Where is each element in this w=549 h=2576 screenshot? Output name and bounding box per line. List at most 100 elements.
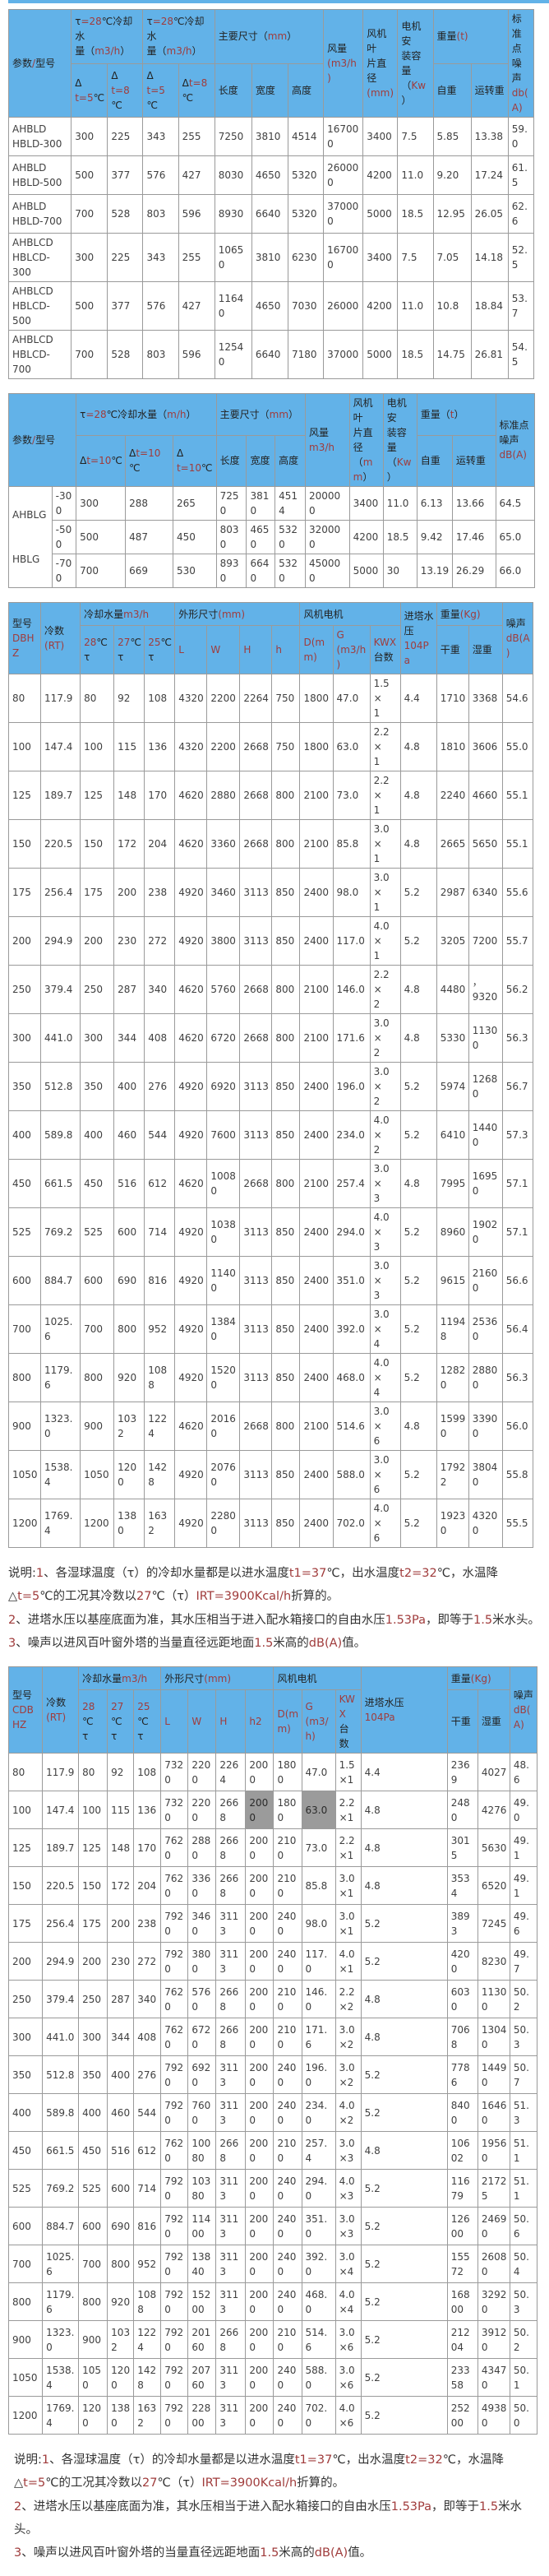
table-cell: 3113 (239, 1450, 273, 1499)
table-cell: 3460 (206, 868, 241, 917)
table-cell: 1323.0 (42, 2320, 80, 2360)
table-cell: 55.8 (501, 1450, 534, 1499)
table-cell: 2668 (215, 1866, 247, 1906)
table-cell: 11.0 (397, 155, 434, 195)
table-row: 300 441.0 300 344 408 7620 6720 2668 2000 2100 171… (7, 2018, 538, 2057)
table-cell: 3460 (187, 1904, 217, 1944)
table-cell: 408 (133, 2018, 162, 2057)
table-cell: 803 (142, 194, 179, 234)
table-cell: 1179.6 (42, 2282, 80, 2322)
table-cell: 700 (7, 1304, 42, 1354)
table-cell: 8030 (215, 520, 247, 554)
table-cell: 2000 (245, 1904, 274, 1944)
table-cell: 344 (107, 2018, 135, 2057)
table-cell: 7920 (160, 2093, 189, 2133)
table-cell: 2880 (206, 771, 241, 820)
table-cell: 2000 (245, 2131, 274, 2171)
table-cell: 4.4 (360, 1753, 448, 1792)
table-cell: 4920 (174, 868, 208, 917)
table-cell: 1632 (133, 2396, 162, 2435)
table-cell: 300 (7, 2018, 44, 2057)
table-cell: 5.85 (432, 117, 472, 156)
table-cell: 53.7 (507, 281, 535, 331)
table-cell: 92 (113, 674, 145, 723)
table-cell: 700 (71, 194, 108, 234)
table-cell: 220.5 (42, 1866, 80, 1906)
table-cell: 512.8 (42, 2055, 80, 2095)
table-cell: 3360 (187, 1866, 217, 1906)
column-header: 参数/型号 (7, 9, 72, 118)
table-cell: 714 (144, 1207, 176, 1257)
table-cell: 600 (113, 1207, 145, 1257)
table-cell: 56.4 (501, 1304, 534, 1354)
table-cell: 4920 (174, 1110, 208, 1160)
table-cell: 2100 (273, 2320, 302, 2360)
table-cell: 148 (113, 771, 145, 820)
table-cell: 19560 (477, 2131, 510, 2171)
column-subheader: 高度 (274, 434, 306, 488)
table-cell: 1224 (144, 1402, 176, 1451)
table-cell: 1200 (113, 1450, 145, 1499)
table-cell: 900 (7, 1402, 42, 1451)
table-cell: 2200 (206, 722, 241, 771)
column-subheader: Δ t=10℃ (172, 434, 217, 488)
table-cell: 2000 (245, 2320, 274, 2360)
table-cell: 850 (271, 1110, 301, 1160)
table-cell: 57.3 (501, 1110, 534, 1160)
table-cell: 5.2 (360, 2093, 448, 2133)
table-cell: 4.8 (360, 1980, 448, 2019)
table-cell: 200 (80, 916, 115, 966)
table-cell: 427 (178, 155, 215, 195)
table-cell: 4920 (174, 1499, 208, 1548)
table-cell: 6640 (246, 554, 276, 588)
table-cell: 4.8 (399, 1013, 437, 1063)
table-cell: 23358 (446, 2358, 478, 2398)
table-cell: 7920 (160, 2396, 189, 2435)
table-cell: 189.7 (40, 771, 81, 820)
table-cell: 514.6 (332, 1402, 371, 1451)
table-cell: 50.6 (509, 2207, 538, 2246)
table-cell: 14.18 (470, 233, 509, 282)
table-cell: 300 (71, 233, 108, 282)
table-cell: 117.9 (40, 674, 81, 723)
table-cell: 25360 (468, 1304, 503, 1354)
column-header: 冷数 (RT) (42, 1666, 80, 1754)
model-series-cell: AHBLG HBLG (8, 486, 53, 588)
table-cell: 800 (78, 2282, 108, 2322)
table-cell: 2668 (239, 819, 273, 869)
table-cell: 117.0 (301, 1942, 336, 1981)
table-cell: 8930 (215, 554, 247, 588)
table-cell: 525 (7, 2169, 44, 2208)
table-cell: 4620 (174, 965, 208, 1014)
table-cell: 2200 (187, 1753, 217, 1792)
table-cell: 12540 (214, 330, 252, 379)
table-cell: 920 (107, 2282, 135, 2322)
table-cell: 147.4 (40, 722, 81, 771)
table-cell: 3.0× 4 (369, 1304, 401, 1354)
table-cell: 350 (7, 1062, 42, 1111)
table-cell: 146.0 (301, 1980, 336, 2019)
table-cell: 255 (178, 233, 215, 282)
table-cell: 175 (7, 1904, 44, 1944)
table-row: 800 1179.6 800 920 1088 4920 15200 3113 850 2400 4… (7, 1353, 534, 1402)
table-cell: 4620 (174, 819, 208, 869)
table-cell: 600 (7, 2207, 44, 2246)
table-cell: 4.8 (399, 1159, 437, 1208)
table-cell: -300 (51, 486, 77, 521)
table-cell: 3113 (215, 1942, 247, 1981)
table-cell: 2.2× 2 (369, 965, 401, 1014)
table-cell: 3800 (187, 1942, 217, 1981)
table-cell: 2000 (245, 2245, 274, 2284)
table-row: 525 769.2 525 600 714 4920 10380 3113 850 2400 294… (7, 1207, 534, 1257)
table-cell: 3113 (215, 2169, 247, 2208)
table-cell: 167000 (323, 233, 364, 282)
table-cell: 1032 (107, 2320, 135, 2360)
table-cell: 50.2 (509, 2320, 538, 2360)
table-cell: 3113 (215, 2358, 247, 2398)
table-cell: 294.0 (301, 2169, 336, 2208)
table-cell: 3.0× 1 (369, 819, 401, 869)
table-cell: 18.5 (382, 520, 418, 554)
table-cell: 33900 (468, 1402, 503, 1451)
table-cell: 468.0 (301, 2282, 336, 2322)
table-cell: 530 (172, 554, 217, 588)
